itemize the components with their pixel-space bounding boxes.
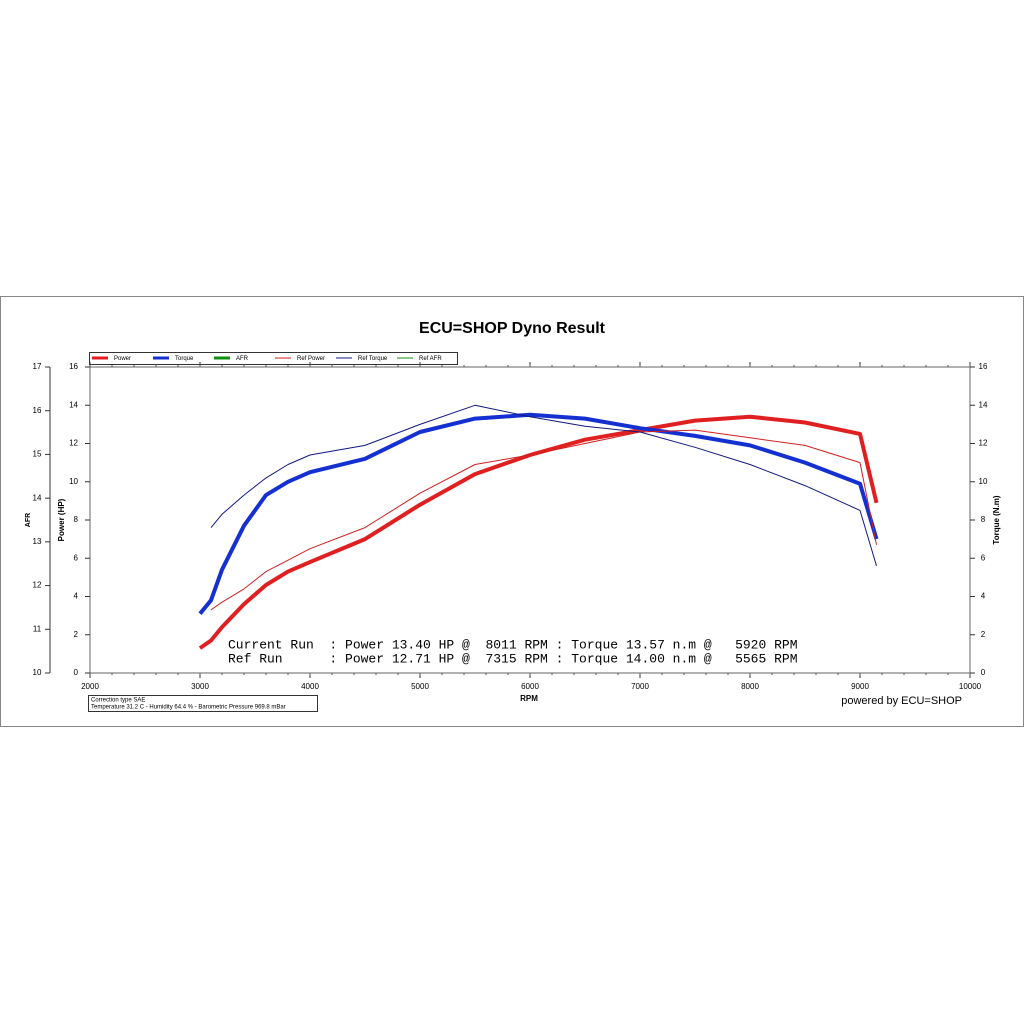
y-tick-label: 4 — [981, 592, 986, 601]
y-tick-label: 6 — [74, 553, 79, 562]
y-tick-label: 10 — [979, 477, 988, 486]
y-tick-label: 16 — [979, 362, 988, 371]
x-tick-label: 8000 — [741, 682, 759, 691]
y-axis-label: Power (HP) — [57, 498, 66, 541]
series-line — [210, 429, 877, 611]
y2-axis-label: Torque (N.m) — [992, 495, 1001, 545]
y-tick-label: 15 — [33, 450, 42, 459]
legend-label: Power — [114, 356, 131, 362]
y-tick-label: 0 — [981, 668, 986, 677]
legend-label: Torque — [175, 356, 194, 362]
y-tick-label: 2 — [74, 630, 79, 639]
annotation: Ref Run : Power 12.71 HP @ 7315 RPM : To… — [228, 651, 798, 666]
y-tick-label: 8 — [981, 515, 986, 524]
y-tick-label: 14 — [69, 400, 78, 409]
x-axis-label: RPM — [520, 694, 538, 703]
y-tick-label: 16 — [69, 362, 78, 371]
series-line — [210, 404, 877, 567]
x-tick-label: 2000 — [81, 682, 99, 691]
y-tick-label: 17 — [33, 362, 42, 371]
x-tick-label: 4000 — [301, 682, 319, 691]
y-tick-label: 12 — [33, 581, 42, 590]
y-tick-label: 0 — [74, 668, 79, 677]
y3-axis-label: AFR — [25, 513, 32, 527]
y-tick-label: 6 — [981, 553, 986, 562]
x-tick-label: 3000 — [191, 682, 209, 691]
legend-label: Ref Power — [297, 356, 325, 362]
x-tick-label: 9000 — [851, 682, 869, 691]
annotation: Current Run : Power 13.40 HP @ 8011 RPM … — [228, 637, 798, 652]
y-tick-label: 10 — [69, 477, 78, 486]
y-tick-label: 12 — [979, 439, 988, 448]
correction-text: Temperature 31.2 C - Humidity 64.4 % - B… — [91, 705, 286, 711]
chart-frame — [0, 296, 1024, 727]
y-tick-label: 14 — [33, 493, 42, 502]
y-tick-label: 14 — [979, 400, 988, 409]
legend-label: Ref AFR — [419, 356, 442, 362]
legend — [89, 352, 458, 365]
x-tick-label: 7000 — [631, 682, 649, 691]
x-tick-label: 10000 — [959, 682, 982, 691]
footer: powered by ECU=SHOP — [841, 695, 962, 707]
y-tick-label: 8 — [74, 515, 79, 524]
y-tick-label: 13 — [33, 537, 42, 546]
x-tick-label: 6000 — [521, 682, 539, 691]
correction-box — [88, 695, 318, 712]
y-tick-label: 12 — [69, 439, 78, 448]
y-tick-label: 16 — [33, 406, 42, 415]
y-tick-label: 11 — [33, 624, 42, 633]
y-tick-label: 10 — [33, 668, 42, 677]
y-tick-label: 2 — [981, 630, 986, 639]
correction-text: Correction type SAE — [91, 698, 145, 704]
chart-title: ECU=SHOP Dyno Result — [419, 320, 606, 337]
y-tick-label: 4 — [74, 592, 79, 601]
x-tick-label: 5000 — [411, 682, 429, 691]
series-line — [198, 412, 879, 615]
legend-label: AFR — [236, 356, 249, 362]
series-line — [198, 414, 879, 650]
legend-label: Ref Torque — [358, 356, 388, 362]
